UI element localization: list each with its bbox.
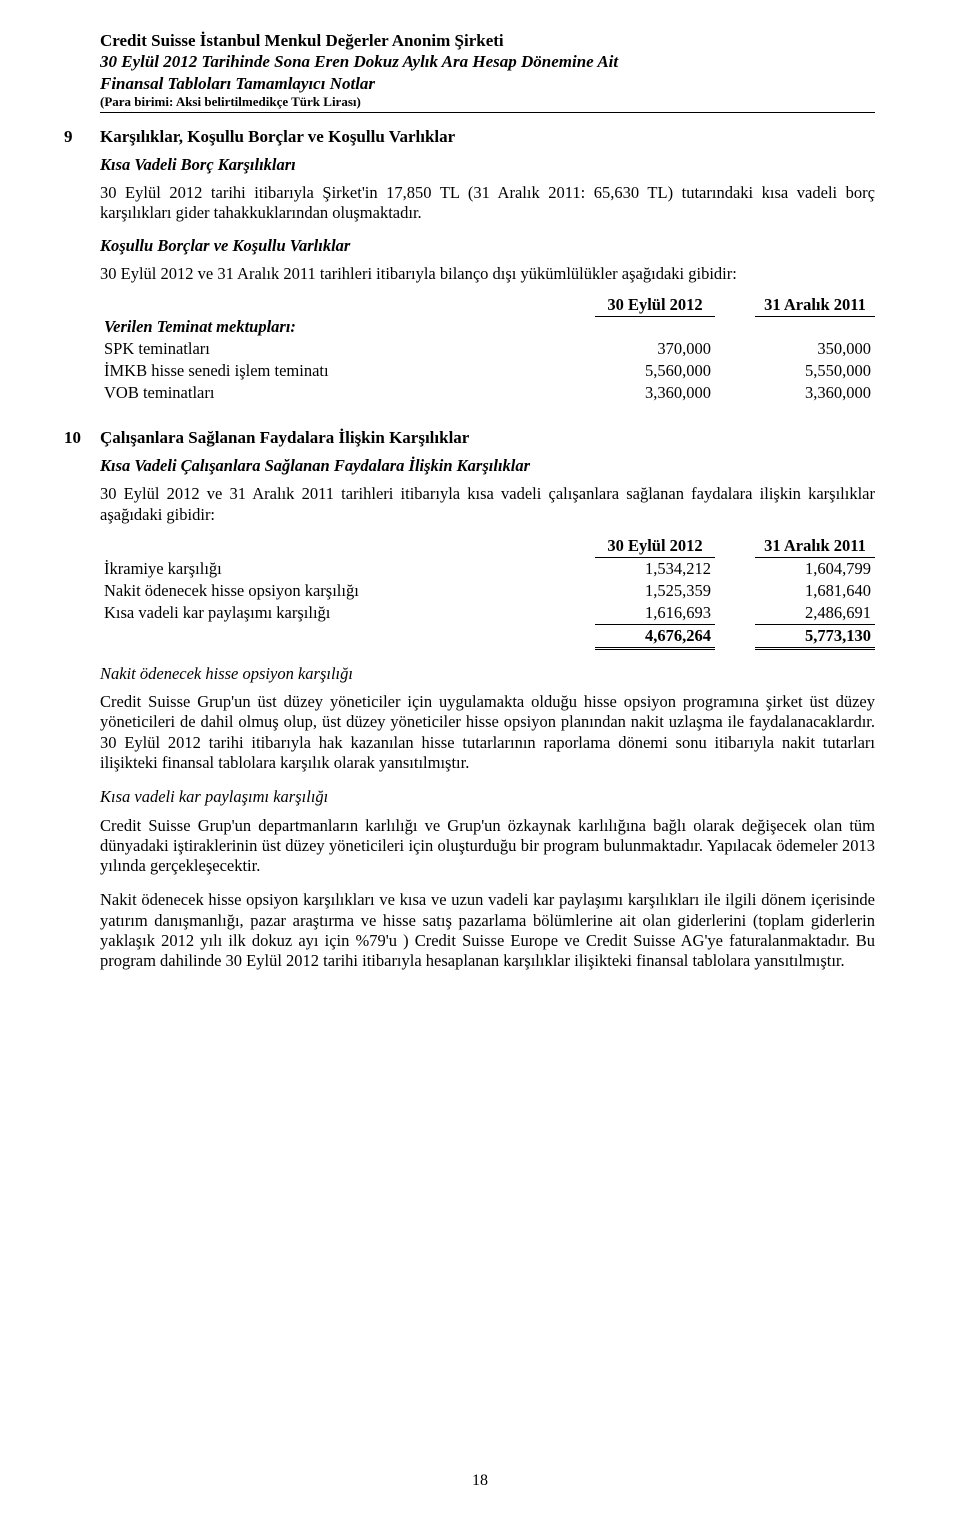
row-value: 1,681,640 bbox=[755, 580, 875, 602]
total-value: 5,773,130 bbox=[755, 624, 875, 648]
table-row: İMKB hisse senedi işlem teminatı 5,560,0… bbox=[100, 360, 875, 382]
row-label: İMKB hisse senedi işlem teminatı bbox=[100, 360, 555, 382]
table-row: İkramiye karşılığı 1,534,212 1,604,799 bbox=[100, 557, 875, 580]
section-title: Çalışanlara Sağlanan Faydalara İlişkin K… bbox=[100, 428, 469, 448]
section-number: 10 bbox=[64, 428, 100, 448]
section10-p3: Credit Suisse Grup'un departmanların kar… bbox=[100, 816, 875, 877]
header-currency: (Para birimi: Aksi belirtilmedikçe Türk … bbox=[100, 94, 875, 110]
row-label: SPK teminatları bbox=[100, 338, 555, 360]
header-company: Credit Suisse İstanbul Menkul Değerler A… bbox=[100, 30, 875, 51]
total-value: 4,676,264 bbox=[595, 624, 715, 648]
section9-sub2-text: Koşullu Borçlar ve Koşullu Varlıklar bbox=[100, 236, 350, 255]
row-value: 5,550,000 bbox=[755, 360, 875, 382]
section10-sub3: Kısa vadeli kar paylaşımı karşılığı bbox=[100, 787, 875, 807]
row-value: 1,616,693 bbox=[595, 602, 715, 625]
row-value: 2,486,691 bbox=[755, 602, 875, 625]
section10-p1: 30 Eylül 2012 ve 31 Aralık 2011 tarihler… bbox=[100, 484, 875, 525]
row-value: 1,525,359 bbox=[595, 580, 715, 602]
table-row: SPK teminatları 370,000 350,000 bbox=[100, 338, 875, 360]
row-label: VOB teminatları bbox=[100, 382, 555, 404]
col-header: 31 Aralık 2011 bbox=[755, 535, 875, 558]
header-period: 30 Eylül 2012 Tarihinde Sona Eren Dokuz … bbox=[100, 51, 875, 72]
table-sec10: 30 Eylül 2012 31 Aralık 2011 İkramiye ka… bbox=[100, 535, 875, 650]
section9-p1: 30 Eylül 2012 tarihi itibarıyla Şirket'i… bbox=[100, 183, 875, 224]
col-header: 31 Aralık 2011 bbox=[755, 294, 875, 317]
table-row: Kısa vadeli kar paylaşımı karşılığı 1,61… bbox=[100, 602, 875, 625]
section10-sub2: Nakit ödenecek hisse opsiyon karşılığı bbox=[100, 664, 875, 684]
row-value: 370,000 bbox=[595, 338, 715, 360]
col-header: 30 Eylül 2012 bbox=[595, 294, 715, 317]
section-10-header: 10 Çalışanlara Sağlanan Faydalara İlişki… bbox=[100, 428, 875, 448]
header-notes: Finansal Tabloları Tamamlayıcı Notlar bbox=[100, 73, 875, 94]
header-rule bbox=[100, 112, 875, 113]
page-container: Credit Suisse İstanbul Menkul Değerler A… bbox=[0, 0, 960, 1516]
section10-p2: Credit Suisse Grup'un üst düzey yönetici… bbox=[100, 692, 875, 773]
table-row: Nakit ödenecek hisse opsiyon karşılığı 1… bbox=[100, 580, 875, 602]
section9-sub2: Koşullu Borçlar ve Koşullu Varlıklar bbox=[100, 236, 875, 256]
section9-p2: 30 Eylül 2012 ve 31 Aralık 2011 tarihler… bbox=[100, 264, 875, 284]
table-row: 30 Eylül 2012 31 Aralık 2011 bbox=[100, 294, 875, 317]
row-label: İkramiye karşılığı bbox=[100, 557, 555, 580]
row-value: 1,534,212 bbox=[595, 557, 715, 580]
section10-p4: Nakit ödenecek hisse opsiyon karşılıklar… bbox=[100, 890, 875, 971]
row-value: 350,000 bbox=[755, 338, 875, 360]
row-value: 1,604,799 bbox=[755, 557, 875, 580]
page-number: 18 bbox=[0, 1472, 960, 1490]
row-label: Nakit ödenecek hisse opsiyon karşılığı bbox=[100, 580, 555, 602]
group-label: Verilen Teminat mektupları: bbox=[100, 316, 555, 338]
table-row-total: 4,676,264 5,773,130 bbox=[100, 624, 875, 648]
section10-sub1: Kısa Vadeli Çalışanlara Sağlanan Faydala… bbox=[100, 456, 875, 476]
section-title: Karşılıklar, Koşullu Borçlar ve Koşullu … bbox=[100, 127, 455, 147]
table-row: 30 Eylül 2012 31 Aralık 2011 bbox=[100, 535, 875, 558]
row-value: 3,360,000 bbox=[595, 382, 715, 404]
section9-sub1: Kısa Vadeli Borç Karşılıkları bbox=[100, 155, 875, 175]
table-sec9: 30 Eylül 2012 31 Aralık 2011 Verilen Tem… bbox=[100, 294, 875, 405]
section-number: 9 bbox=[64, 127, 100, 147]
col-header: 30 Eylül 2012 bbox=[595, 535, 715, 558]
row-value: 5,560,000 bbox=[595, 360, 715, 382]
section-9-header: 9 Karşılıklar, Koşullu Borçlar ve Koşull… bbox=[100, 127, 875, 147]
table-row: VOB teminatları 3,360,000 3,360,000 bbox=[100, 382, 875, 404]
row-value: 3,360,000 bbox=[755, 382, 875, 404]
row-label: Kısa vadeli kar paylaşımı karşılığı bbox=[100, 602, 555, 625]
table-row: Verilen Teminat mektupları: bbox=[100, 316, 875, 338]
